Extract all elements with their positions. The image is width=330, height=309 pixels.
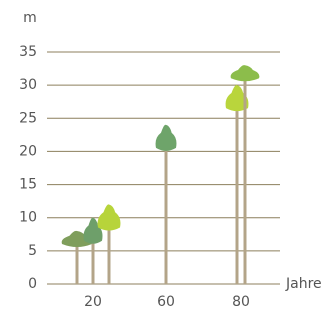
y-unit: m — [23, 10, 37, 26]
x-tick-label: 20 — [84, 294, 102, 309]
x-axis-label: Jahre — [285, 276, 322, 292]
y-tick-label: 10 — [19, 210, 37, 226]
tree-crown — [231, 65, 260, 81]
y-tick-label: 15 — [19, 177, 37, 193]
y-tick-label: 30 — [19, 77, 37, 93]
y-tick-label: 35 — [19, 44, 37, 60]
x-tick-label: 60 — [157, 294, 175, 309]
tree — [98, 204, 121, 284]
y-tick-label: 0 — [28, 276, 37, 292]
y-tick-label: 5 — [28, 243, 37, 259]
chart: m Jahre 0 5 10 15 20 25 30 35 20 60 80 — [0, 0, 330, 309]
tree — [156, 125, 177, 284]
tree-crown — [156, 125, 177, 151]
x-tick-label: 80 — [232, 294, 250, 309]
y-tick-label: 25 — [19, 110, 37, 126]
tree-crown — [98, 204, 121, 230]
y-tick-label: 20 — [19, 143, 37, 159]
